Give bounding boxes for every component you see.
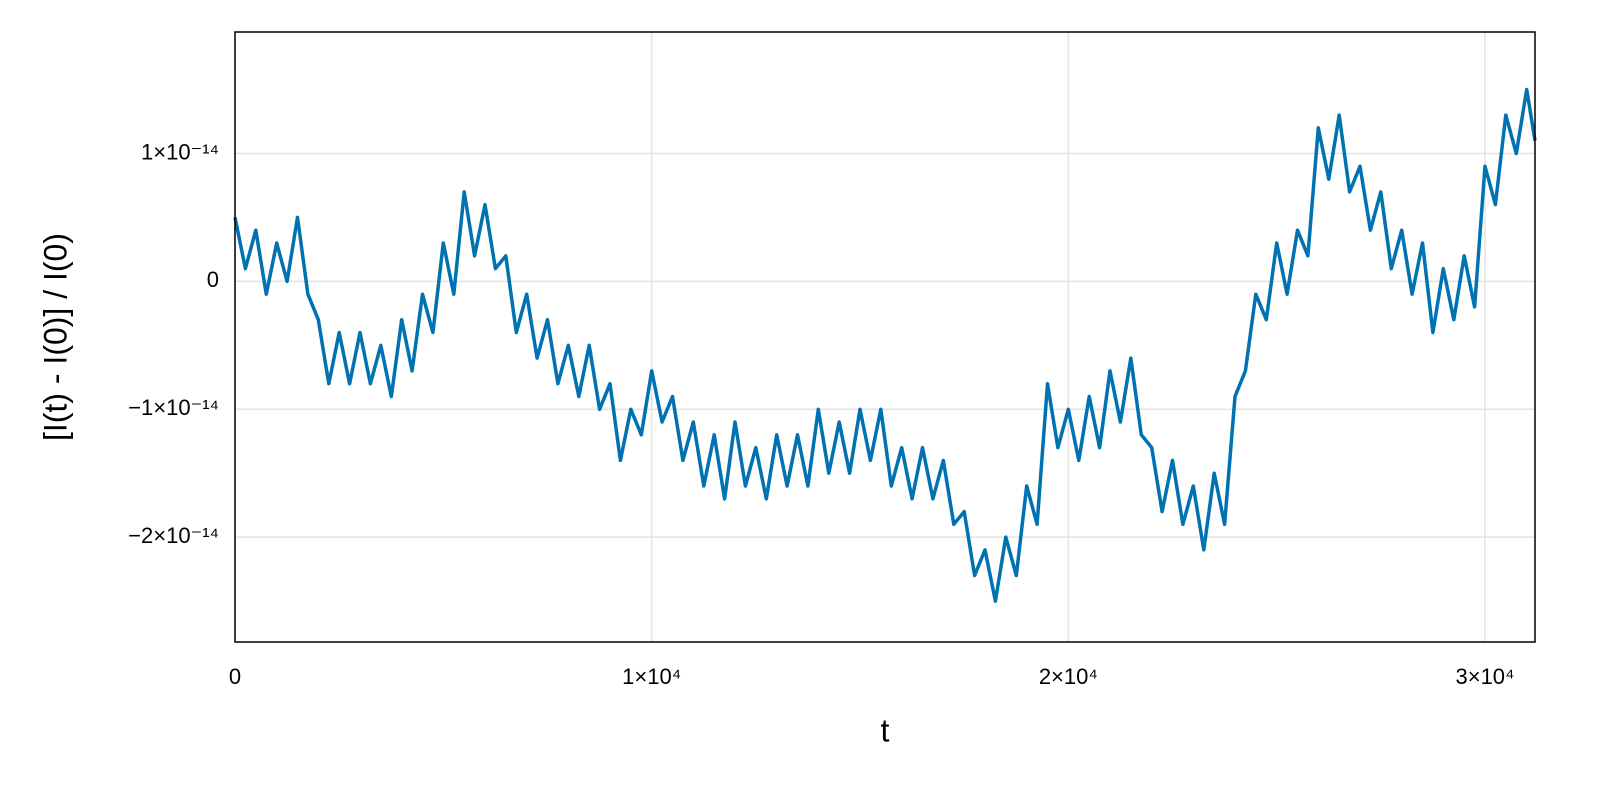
y-tick-label: −1×10⁻¹⁴ (128, 395, 219, 420)
y-axis-label: [I(t) - I(0)] / I(0) (37, 233, 73, 441)
plot-frame (234, 31, 1536, 643)
x-tick-label: 1×10⁴ (622, 664, 681, 689)
data-line (233, 87, 1537, 603)
y-tick-label: 0 (207, 267, 219, 292)
x-tick-label: 0 (229, 664, 241, 689)
y-tick-label: −2×10⁻¹⁴ (128, 523, 219, 548)
x-axis-label: t (881, 712, 890, 748)
y-tick-label: 1×10⁻¹⁴ (141, 139, 219, 164)
x-tick-label: 2×10⁴ (1039, 664, 1098, 689)
x-tick-label: 3×10⁴ (1455, 664, 1514, 689)
